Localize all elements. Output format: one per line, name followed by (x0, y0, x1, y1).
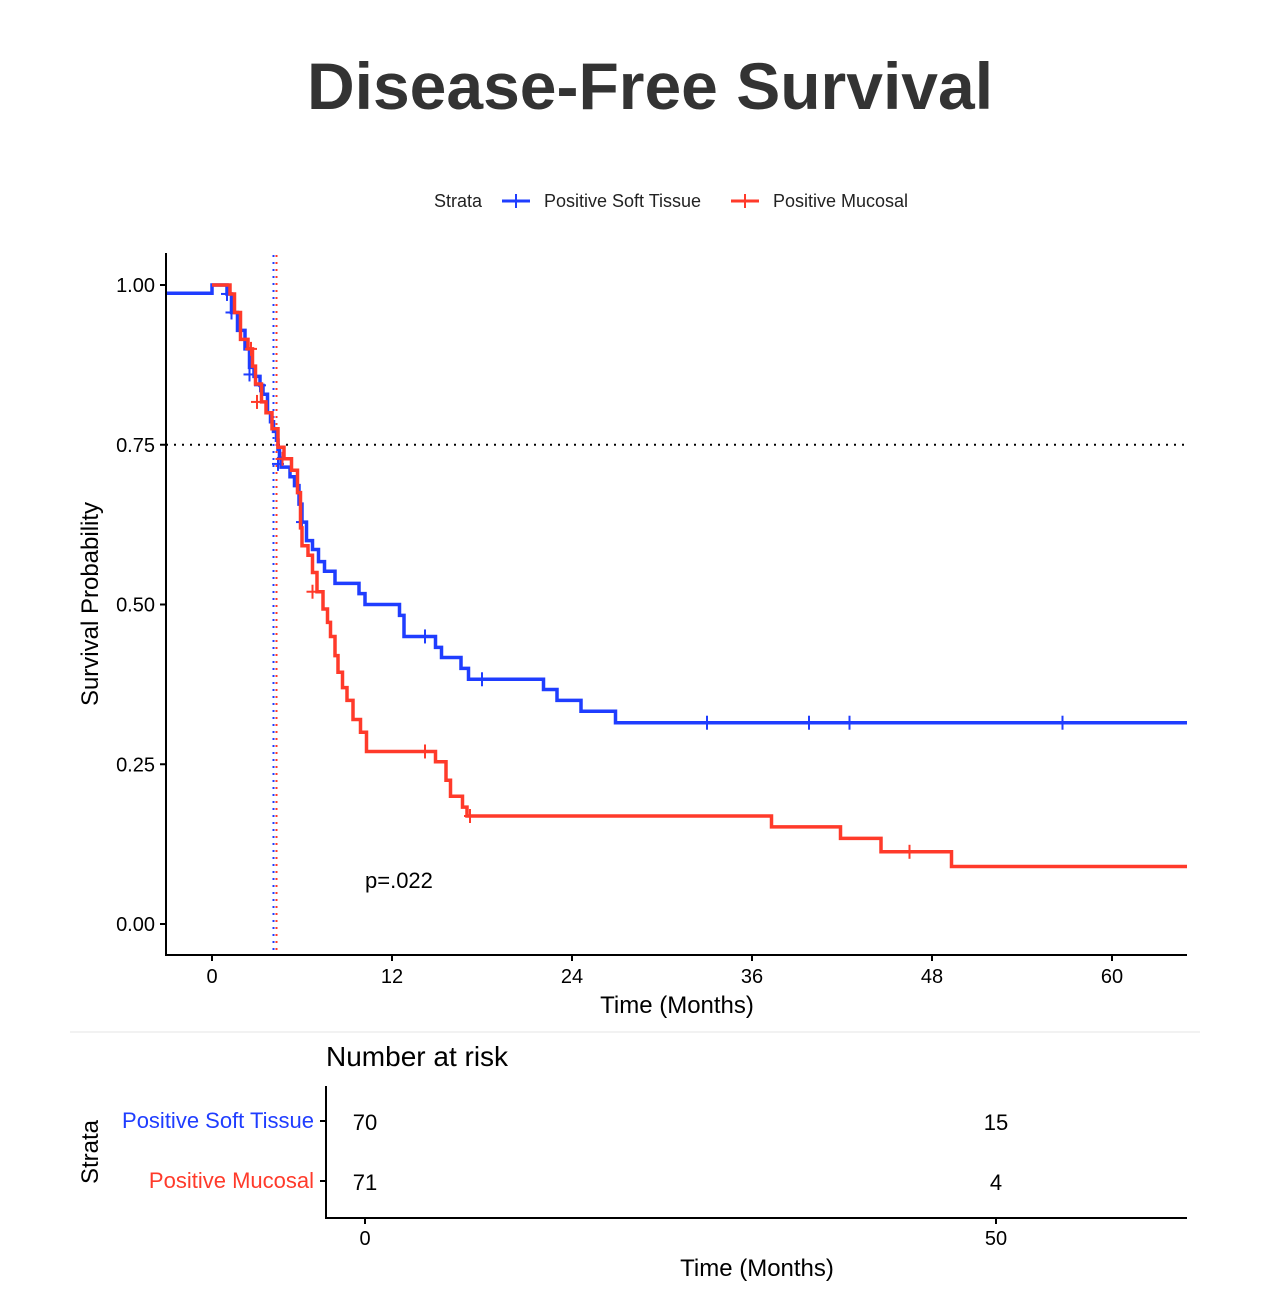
x-tick-label: 12 (381, 966, 403, 988)
legend-title: Strata (434, 191, 483, 211)
risk-row-label: Positive Mucosal (149, 1168, 314, 1193)
y-axis-label: Survival Probability (77, 502, 104, 706)
legend-label-mucosal: Positive Mucosal (773, 191, 908, 211)
censor-mark (903, 844, 916, 859)
risk-y-axis-label: Strata (77, 1119, 104, 1184)
risk-x-tick-label: 0 (359, 1228, 370, 1250)
y-tick-label: 1.00 (116, 275, 155, 297)
risk-count: 4 (990, 1170, 1002, 1195)
risk-row-label: Positive Soft Tissue (122, 1108, 314, 1133)
risk-x-axis-label: Time (Months) (680, 1255, 834, 1282)
risk-x-tick-label: 50 (985, 1228, 1007, 1250)
censor-mark (243, 367, 256, 382)
censor-mark (843, 715, 856, 730)
censor-mark (306, 584, 319, 599)
x-tick-label: 0 (206, 966, 217, 988)
y-tick-label: 0.75 (116, 435, 155, 457)
x-tick-label: 48 (921, 966, 943, 988)
risk-count: 15 (984, 1110, 1008, 1135)
main-axes (165, 253, 1187, 956)
x-axis-label: Time (Months) (600, 992, 754, 1019)
x-ticks: 0 12 24 36 48 60 (206, 955, 1123, 988)
censor-mark (419, 629, 431, 644)
survival-curves (167, 283, 1187, 869)
y-ticks: 0.00 0.25 0.50 0.75 1.00 (116, 275, 166, 936)
censor-mark (464, 809, 476, 824)
risk-count: 71 (353, 1170, 377, 1195)
risk-table-title: Number at risk (326, 1041, 509, 1072)
y-tick-label: 0.25 (116, 754, 155, 776)
legend: Strata Positive Soft Tissue Positive Muc… (434, 191, 908, 211)
censor-mark (245, 341, 257, 356)
survival-curve-mucosal (212, 283, 1187, 869)
survival-curve-soft-tissue (167, 283, 1187, 725)
x-tick-label: 36 (741, 966, 763, 988)
legend-label-soft-tissue: Positive Soft Tissue (544, 191, 701, 211)
censor-mark (419, 744, 431, 759)
x-tick-label: 24 (561, 966, 583, 988)
censor-mark (803, 715, 815, 730)
chart-title: Disease-Free Survival (306, 49, 994, 123)
y-tick-label: 0.00 (116, 914, 155, 936)
censor-mark (276, 451, 289, 466)
p-value-annotation: p=.022 (365, 868, 433, 893)
risk-table: Number at risk Strata Time (Months) Posi… (77, 1041, 1187, 1282)
reference-lines (166, 255, 1187, 955)
x-tick-label: 60 (1101, 966, 1123, 988)
censor-mark (251, 394, 263, 409)
y-tick-label: 0.50 (116, 595, 155, 617)
risk-count: 70 (353, 1110, 377, 1135)
censor-mark (701, 715, 713, 730)
censor-mark (1056, 715, 1069, 730)
censor-mark (476, 672, 488, 687)
